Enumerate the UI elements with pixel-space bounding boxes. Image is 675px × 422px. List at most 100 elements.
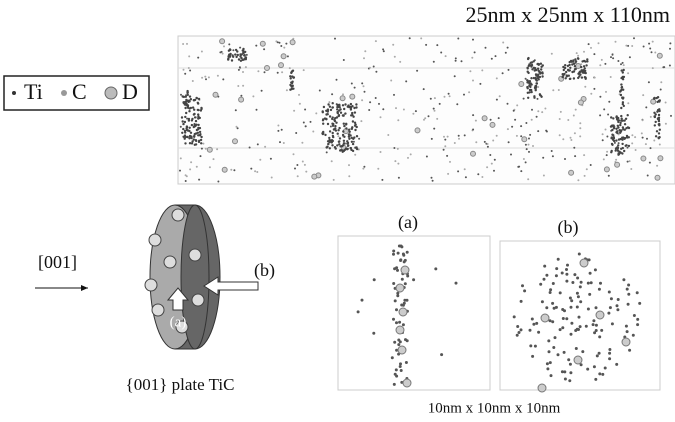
atom <box>392 252 395 256</box>
atom <box>190 135 193 138</box>
atom <box>611 133 614 136</box>
atom <box>611 128 614 132</box>
atom <box>219 38 226 45</box>
atom <box>184 115 187 119</box>
atom <box>592 319 596 323</box>
atom <box>293 109 296 112</box>
atom <box>507 68 510 71</box>
atom <box>628 348 632 352</box>
atom <box>587 43 590 46</box>
atom <box>181 95 184 98</box>
atom <box>198 130 202 134</box>
atom <box>594 306 598 310</box>
atom <box>562 138 565 141</box>
atom <box>632 314 636 317</box>
atom <box>325 113 328 116</box>
atom <box>658 99 661 102</box>
atom <box>184 72 187 75</box>
atom <box>610 125 613 128</box>
atom <box>540 65 543 69</box>
atom <box>237 68 240 71</box>
atom <box>326 108 330 111</box>
atom <box>583 76 587 79</box>
atom <box>433 97 436 100</box>
atom <box>535 321 539 325</box>
atom <box>532 322 536 326</box>
atom <box>653 111 656 115</box>
atom <box>568 296 572 300</box>
atom <box>574 347 578 350</box>
atom <box>591 323 595 327</box>
atom <box>527 143 530 146</box>
atom <box>579 300 583 304</box>
atom <box>545 129 548 132</box>
atom <box>361 99 364 102</box>
atom <box>360 120 363 123</box>
atom <box>515 134 518 137</box>
atom <box>325 118 328 121</box>
atom <box>343 135 346 138</box>
atom <box>343 124 346 128</box>
atom <box>512 109 515 112</box>
atom <box>527 64 530 68</box>
atom <box>193 135 196 138</box>
atom <box>189 98 193 101</box>
atom <box>554 305 558 309</box>
atom <box>339 145 342 148</box>
atom <box>416 69 419 72</box>
atom <box>575 63 582 69</box>
atom <box>551 320 555 324</box>
atom <box>276 71 279 74</box>
atom <box>352 140 355 143</box>
atom <box>245 53 248 56</box>
atom <box>625 44 628 47</box>
atom <box>585 64 588 67</box>
atom <box>280 53 287 60</box>
atom <box>442 148 445 151</box>
atom <box>554 274 558 278</box>
atom <box>635 291 639 295</box>
atom <box>533 95 536 98</box>
atom <box>327 142 330 146</box>
atom <box>584 324 588 328</box>
atom <box>344 112 347 115</box>
atom <box>540 68 543 71</box>
atom <box>195 96 198 100</box>
atom <box>654 51 657 54</box>
atom <box>626 126 630 129</box>
atom <box>193 116 197 119</box>
atom <box>549 374 553 378</box>
atom <box>620 147 623 150</box>
atom <box>623 119 626 122</box>
atom <box>283 46 286 49</box>
atom <box>309 120 312 123</box>
atom <box>574 108 577 111</box>
atom <box>580 69 583 72</box>
atom <box>344 103 347 106</box>
legend-box <box>3 75 150 111</box>
atom <box>191 80 194 82</box>
atom <box>649 147 652 150</box>
atom <box>335 121 338 124</box>
atom <box>651 40 654 43</box>
atom <box>315 112 318 115</box>
atom <box>657 132 661 135</box>
atom <box>197 56 200 59</box>
atom <box>347 133 351 136</box>
atom <box>393 299 397 303</box>
atom <box>342 139 346 142</box>
atom <box>621 138 624 141</box>
atom <box>183 120 187 124</box>
atom <box>623 123 627 126</box>
atom <box>394 160 397 163</box>
atom <box>636 323 640 327</box>
atom <box>622 68 625 72</box>
atom <box>620 114 623 118</box>
atom <box>194 143 198 146</box>
atom <box>331 122 334 125</box>
atom <box>543 264 547 268</box>
atom <box>444 138 447 141</box>
atom <box>568 379 572 383</box>
atom <box>379 116 382 119</box>
atom <box>627 102 630 105</box>
